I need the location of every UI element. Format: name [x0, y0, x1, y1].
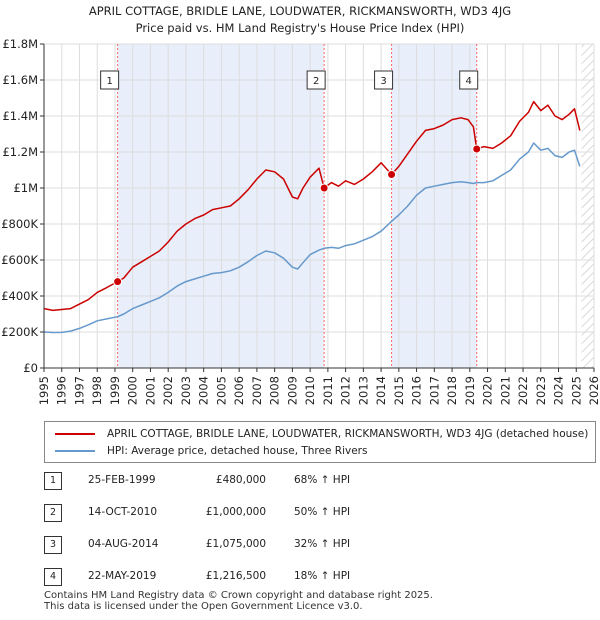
x-tick-label: 1997 — [72, 376, 86, 405]
x-tick-label: 2002 — [161, 376, 175, 405]
y-tick-label: £200K — [1, 325, 38, 339]
title-line-2: Price paid vs. HM Land Registry's House … — [135, 21, 465, 35]
x-tick-label: 2010 — [303, 376, 317, 405]
transaction-date: 04-AUG-2014 — [88, 538, 159, 550]
ownership-shade — [117, 44, 325, 368]
sale-point — [319, 183, 329, 193]
x-tick-label: 2022 — [516, 376, 530, 405]
x-tick-label: 2024 — [552, 376, 566, 405]
x-tick-label: 2013 — [356, 376, 370, 405]
x-tick-label: 1998 — [90, 376, 104, 405]
x-tick-label: 2007 — [250, 376, 264, 405]
y-tick-label: £1.8M — [2, 37, 38, 51]
sale-point — [113, 277, 123, 287]
sale-label-box — [306, 70, 326, 90]
transaction-hpi: 50% ↑ HPI — [294, 506, 351, 518]
x-tick-label: 2009 — [285, 376, 299, 405]
x-tick-label: 2005 — [214, 376, 228, 405]
transaction-date: 22-MAY-2019 — [88, 570, 157, 582]
transaction-number: 1 — [44, 472, 62, 490]
transaction-row: 3 04-AUG-2014 £1,075,000 32% ↑ HPI — [44, 536, 594, 556]
y-tick-label: £400K — [1, 289, 38, 303]
x-tick-label: 2004 — [197, 376, 211, 405]
transaction-date: 25-FEB-1999 — [88, 474, 156, 486]
x-tick-label: 2025 — [569, 376, 583, 405]
legend-swatch-property — [55, 433, 95, 435]
x-tick-label: 2017 — [427, 376, 441, 405]
chart-title: APRIL COTTAGE, BRIDLE LANE, LOUDWATER, R… — [0, 3, 600, 37]
legend-row-property: APRIL COTTAGE, BRIDLE LANE, LOUDWATER, R… — [55, 426, 588, 442]
transaction-price: £1,216,500 — [205, 570, 266, 582]
transaction-price: £1,075,000 — [205, 538, 266, 550]
x-tick-label: 2006 — [232, 376, 246, 405]
y-tick-label: £600K — [1, 253, 38, 267]
transaction-hpi: 68% ↑ HPI — [294, 474, 351, 486]
sale-label-text: 2 — [313, 76, 319, 87]
x-tick-label: 2019 — [463, 376, 477, 405]
x-tick-label: 2026 — [587, 376, 600, 405]
sale-label-text: 3 — [380, 76, 386, 87]
x-tick-label: 2012 — [339, 376, 353, 405]
transaction-row: 1 25-FEB-1999 £480,000 68% ↑ HPI — [44, 472, 594, 492]
footer-copyright: Contains HM Land Registry data © Crown c… — [44, 590, 433, 601]
transaction-number: 3 — [44, 536, 62, 554]
sale-point — [387, 170, 397, 179]
transaction-hpi: 18% ↑ HPI — [294, 570, 351, 582]
x-tick-label: 2000 — [126, 376, 140, 405]
y-tick-label: £1.4M — [2, 109, 38, 123]
transaction-price: £1,000,000 — [205, 506, 266, 518]
legend-label-property: APRIL COTTAGE, BRIDLE LANE, LOUDWATER, R… — [107, 428, 589, 440]
x-tick-label: 2023 — [534, 376, 548, 405]
transaction-price: £480,000 — [215, 474, 266, 486]
x-tick-label: 2020 — [481, 376, 495, 405]
sale-label-text: 4 — [466, 76, 472, 87]
title-line-1: APRIL COTTAGE, BRIDLE LANE, LOUDWATER, R… — [88, 4, 512, 18]
y-tick-label: £1M — [13, 181, 38, 195]
x-tick-label: 1996 — [55, 376, 69, 405]
legend-row-hpi: HPI: Average price, detached house, Thre… — [55, 443, 367, 459]
x-tick-label: 2008 — [268, 376, 282, 405]
x-tick-label: 1999 — [108, 376, 122, 405]
y-tick-label: £800K — [1, 217, 38, 231]
x-tick-label: 2016 — [410, 376, 424, 405]
sale-label-box — [100, 70, 120, 90]
y-tick-label: £1.6M — [2, 73, 38, 87]
footer-licence: This data is licensed under the Open Gov… — [44, 601, 363, 612]
x-tick-label: 2001 — [143, 376, 157, 405]
footer: Contains HM Land Registry data © Crown c… — [44, 590, 433, 612]
sale-label-box — [374, 70, 394, 90]
legend: APRIL COTTAGE, BRIDLE LANE, LOUDWATER, R… — [44, 421, 596, 463]
sale-point — [472, 144, 482, 154]
x-tick-label: 2011 — [321, 376, 335, 405]
transaction-number: 2 — [44, 504, 62, 522]
transaction-date: 14-OCT-2010 — [88, 506, 157, 518]
x-tick-label: 2018 — [445, 376, 459, 405]
sale-label-text: 1 — [106, 76, 112, 87]
x-tick-label: 2021 — [498, 376, 512, 405]
y-tick-label: £1.2M — [2, 145, 38, 159]
price-chart: 1 2 3 4 £0 £200K £400K £600K £800K £1M £1.2M £1.4M £… — [1, 37, 600, 405]
hpi-series-line — [43, 142, 581, 334]
future-hatch — [581, 44, 594, 368]
sale-label-box — [459, 70, 479, 90]
transaction-row: 2 14-OCT-2010 £1,000,000 50% ↑ HPI — [44, 504, 594, 524]
y-tick-label: £0 — [23, 361, 38, 375]
x-tick-label: 2003 — [179, 376, 193, 405]
transaction-hpi: 32% ↑ HPI — [294, 538, 351, 550]
x-tick-label: 2014 — [374, 376, 388, 405]
transaction-row: 4 22-MAY-2019 £1,216,500 18% ↑ HPI — [44, 568, 594, 588]
transaction-number: 4 — [44, 568, 62, 586]
legend-label-hpi: HPI: Average price, detached house, Thre… — [107, 445, 368, 457]
legend-swatch-hpi — [55, 450, 95, 452]
x-tick-label: 1995 — [37, 376, 51, 405]
x-tick-label: 2015 — [392, 376, 406, 405]
